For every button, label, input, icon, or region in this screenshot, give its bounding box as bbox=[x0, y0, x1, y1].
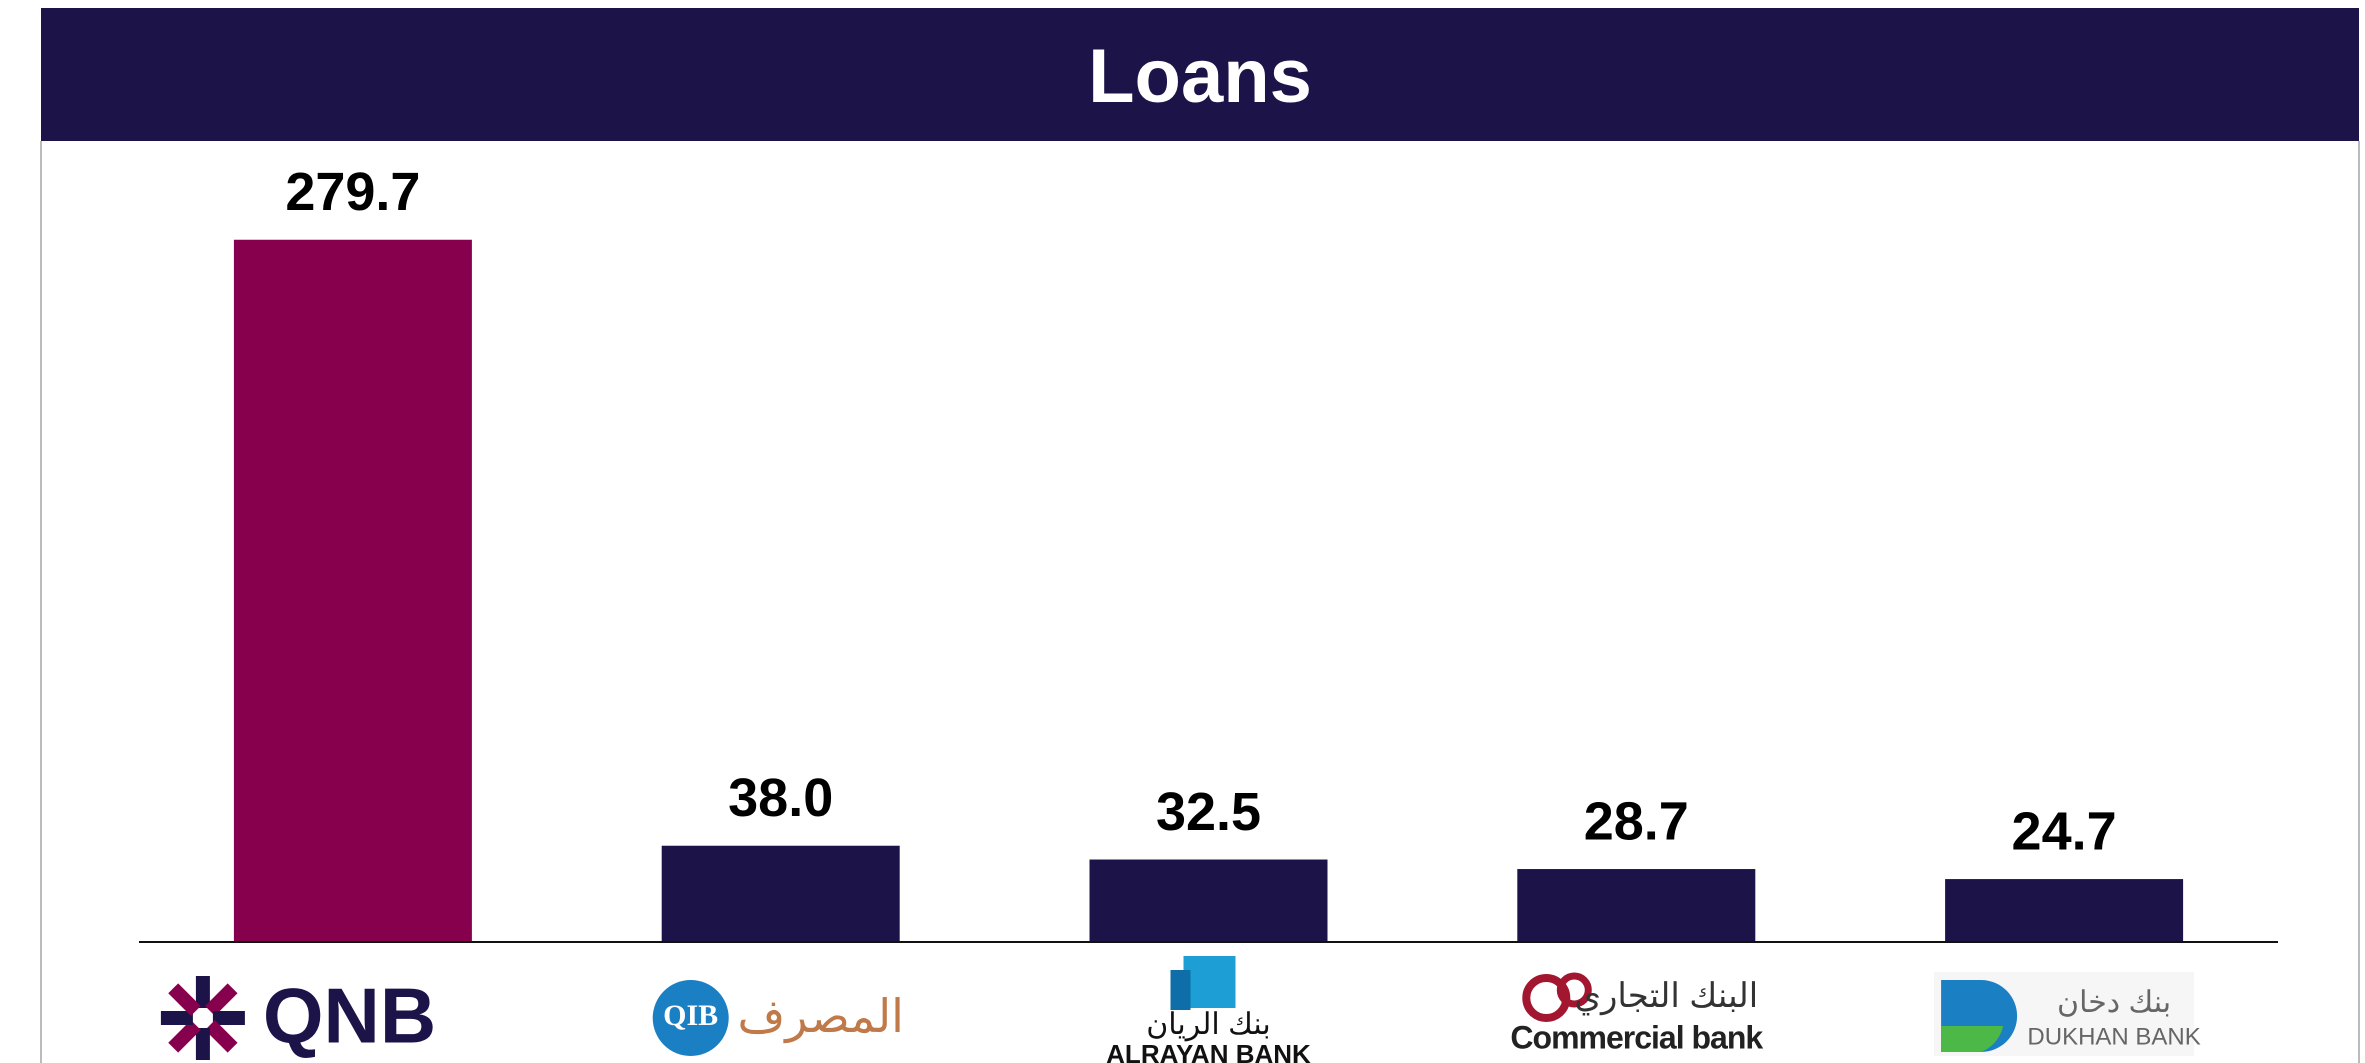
chart-title: Loans bbox=[1088, 34, 1312, 119]
bar bbox=[1089, 859, 1328, 941]
logo-icon bbox=[160, 976, 245, 1060]
logo-arabic: بنك دخان bbox=[2057, 986, 2171, 1019]
logo-petal bbox=[168, 1020, 201, 1053]
logo-petal bbox=[168, 983, 201, 1016]
bar bbox=[661, 845, 900, 941]
logo-arabic: بنك الريان bbox=[1146, 1008, 1271, 1042]
logo-petal bbox=[160, 1011, 193, 1025]
category-label: Commercial bank bbox=[1510, 1019, 1763, 1055]
data-label: 24.7 bbox=[2012, 801, 2117, 861]
logo-icon bbox=[652, 980, 729, 1056]
logo-petal bbox=[212, 1011, 245, 1025]
data-label: 28.7 bbox=[1584, 791, 1689, 851]
logo-arabic: البنك التجاري bbox=[1574, 977, 1758, 1016]
data-label: 38.0 bbox=[728, 768, 833, 828]
bar bbox=[1945, 879, 2184, 941]
data-label: 32.5 bbox=[1156, 782, 1261, 842]
category-label: DUKHAN BANK bbox=[2027, 1023, 2200, 1050]
category-label: QNB bbox=[263, 972, 436, 1060]
logo-petal bbox=[205, 1020, 238, 1053]
logo-icon bbox=[1183, 956, 1236, 1008]
logo-icon bbox=[1941, 1026, 2004, 1052]
logo-icon bbox=[1170, 970, 1191, 1010]
logo-petal bbox=[205, 983, 238, 1016]
logo-arabic: المصرف bbox=[738, 990, 904, 1044]
logo-petal bbox=[195, 1028, 210, 1060]
logo-petal bbox=[195, 976, 210, 1008]
bar bbox=[233, 239, 472, 941]
category-label: QIB bbox=[663, 999, 718, 1032]
data-label: 279.7 bbox=[285, 162, 420, 222]
bar bbox=[1517, 869, 1756, 941]
title-banner bbox=[41, 8, 2359, 141]
category-label: ALRAYAN BANK bbox=[1106, 1039, 1311, 1063]
logo-icon bbox=[1556, 972, 1592, 1008]
